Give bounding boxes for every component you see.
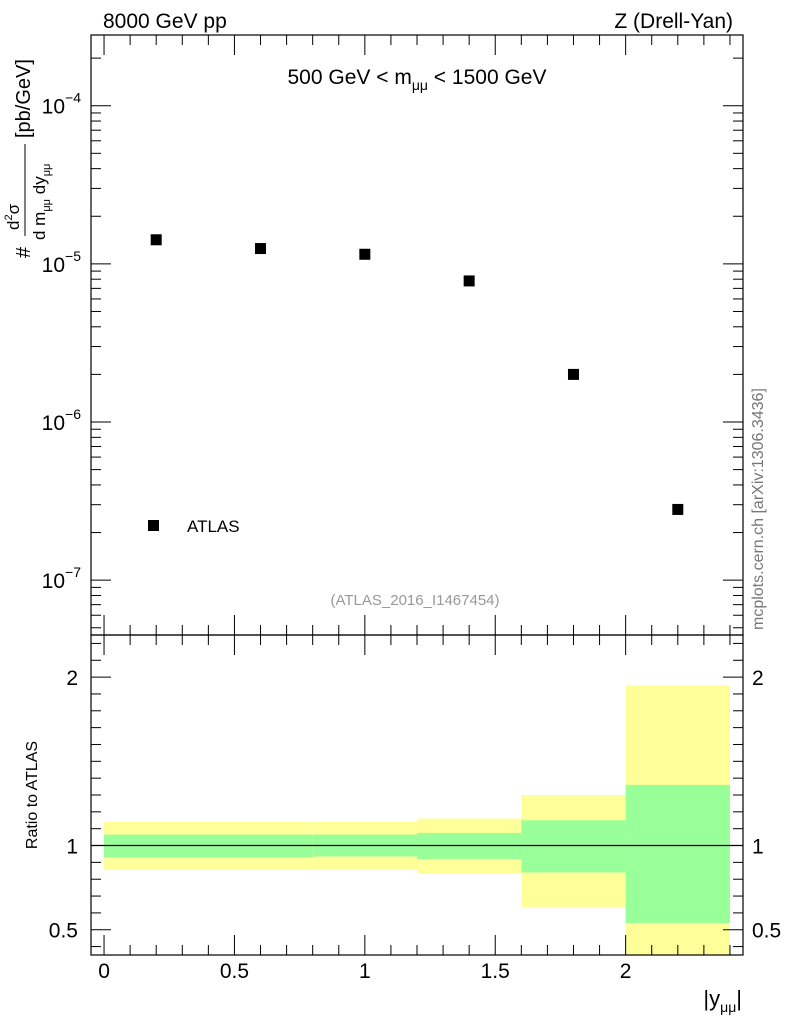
ratio-y-tick-label-right: 0.5	[752, 920, 781, 943]
ylabel-numerator: d2σ	[3, 203, 23, 230]
ylabel-denominator: d mμμ dyμμ	[30, 164, 53, 240]
data-point	[463, 275, 475, 287]
data-point	[359, 248, 371, 260]
side-label: mcplots.cern.ch [arXiv:1306.3436]	[750, 388, 767, 630]
ratio-y-tick-label-right: 2	[752, 667, 764, 690]
title-suffix: < 1500 GeV	[428, 66, 547, 89]
x-tick-label: 2	[620, 960, 632, 983]
ylabel-hash: #	[13, 246, 35, 258]
x-tick-label: 0	[98, 960, 110, 983]
main-y-axis-label: # d2σ d mμμ dyμμ [pb/GeV]	[3, 59, 53, 258]
x-axis-label: |yμμ|	[703, 986, 742, 1015]
ratio-y-tick-label: 2	[66, 667, 78, 690]
header-left: 8000 GeV pp	[103, 10, 227, 33]
legend-marker	[148, 520, 159, 531]
stat-uncertainty-band	[625, 784, 730, 923]
main-y-tick-labels: 10−4 10−5 10−6 10−7	[42, 90, 82, 593]
main-ticks	[91, 35, 743, 635]
y-tick-label: 10−7	[42, 564, 82, 593]
ratio-y-axis-label: Ratio to ATLAS	[24, 741, 41, 849]
y-tick-label: 10−4	[42, 90, 82, 119]
x-tick-label: 0.5	[220, 960, 249, 983]
main-frame	[90, 34, 744, 636]
ratio-y-tick-labels: 0.5 0.5 1 1 2 2	[49, 667, 781, 943]
main-panel: 10−4 10−5 10−6 10−7 500 GeV < mμμ < 1500 Ge…	[3, 34, 744, 636]
title-prefix: 500 GeV < m	[288, 66, 412, 89]
ratio-bands	[104, 685, 730, 955]
ratio-ticks	[91, 635, 743, 955]
data-point	[567, 368, 579, 380]
main-marks	[150, 234, 684, 515]
x-tick-label: 1	[359, 960, 371, 983]
y-tick-label: 10−6	[42, 406, 82, 435]
ratio-panel: 0.5 0.5 1 1 2 2 0 0.5 1 1.5 2 Ratio to ATLAS |yμμ…	[24, 634, 781, 1015]
data-point	[255, 243, 267, 255]
panel-title: 500 GeV < mμμ < 1500 GeV	[288, 66, 547, 93]
title-sub: μμ	[412, 77, 428, 93]
legend-label: ATLAS	[187, 517, 240, 536]
ratio-y-tick-label: 0.5	[49, 920, 78, 943]
ratio-y-tick-label: 1	[66, 836, 78, 859]
x-tick-label: 1.5	[481, 960, 510, 983]
ylabel-units: [pb/GeV]	[13, 59, 35, 138]
ratio-y-tick-label-right: 1	[752, 836, 764, 859]
reference-label: (ATLAS_2016_I1467454)	[330, 592, 499, 609]
data-point	[672, 503, 684, 515]
header-right: Z (Drell-Yan)	[614, 10, 733, 33]
y-tick-label: 10−5	[42, 248, 82, 277]
ratio-x-tick-labels: 0 0.5 1 1.5 2	[98, 960, 631, 983]
data-point	[150, 234, 162, 246]
stat-uncertainty-band	[521, 820, 626, 873]
